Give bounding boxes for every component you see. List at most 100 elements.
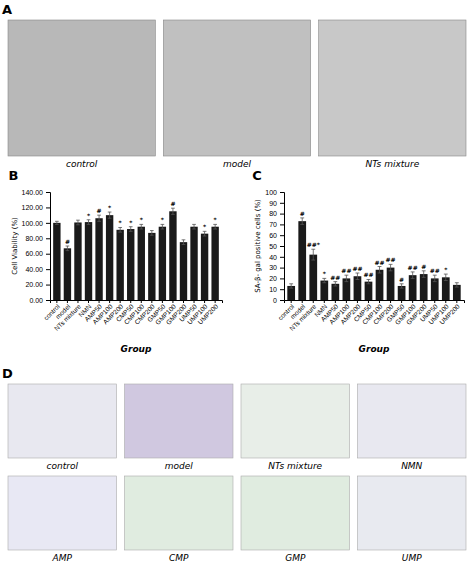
- bar: [420, 274, 428, 300]
- error-bar-cap: [55, 224, 59, 225]
- x-tick-label: UMP200: [196, 302, 219, 325]
- significance-mark: #: [399, 276, 404, 283]
- error-bar-cap: [213, 229, 217, 230]
- y-tick-mark: [280, 257, 284, 258]
- significance-mark: *: [87, 212, 91, 219]
- y-tick-mark: [280, 289, 284, 290]
- error-bar-stem: [313, 249, 314, 260]
- x-tick-mark: [412, 300, 413, 303]
- error-bar-stem: [109, 212, 110, 218]
- y-tick-mark: [46, 192, 50, 193]
- error-bar-cap: [300, 217, 304, 218]
- significance-mark: #: [300, 210, 305, 217]
- y-tick: 140.00: [22, 189, 50, 196]
- error-bar: [444, 274, 448, 280]
- image-placeholder: [319, 20, 466, 156]
- error-bar-stem: [194, 224, 195, 229]
- error-bar: [192, 224, 196, 229]
- panel: 0.0020.0040.0060.0080.00100.00120.00140.…: [9, 168, 223, 354]
- significance-mark: ##: [341, 267, 351, 274]
- bar: [159, 227, 166, 300]
- x-tick-label: NTs mixture: [288, 302, 317, 331]
- significance-mark: #: [421, 263, 426, 270]
- x-tick-mark: [324, 300, 325, 303]
- error-bar-cap: [171, 214, 175, 215]
- error-bar-cap: [311, 249, 315, 250]
- error-bar-cap: [389, 264, 393, 265]
- y-tick-mark: [280, 192, 284, 193]
- error-bar-stem: [56, 221, 57, 224]
- error-bar-cap: [322, 278, 326, 279]
- error-bar-stem: [120, 227, 121, 232]
- significance-mark: #: [170, 200, 175, 207]
- error-bar: [97, 215, 101, 221]
- y-tick-mark: [280, 278, 284, 279]
- image-placeholder: [8, 384, 117, 458]
- error-bar-stem: [88, 220, 89, 225]
- y-tick: 50: [269, 243, 284, 250]
- error-bar: [455, 283, 459, 287]
- y-tick-label: 20.00: [25, 281, 43, 288]
- error-bar-cap: [400, 283, 404, 284]
- significance-mark: #: [97, 207, 102, 214]
- error-bar-stem: [401, 284, 402, 288]
- error-bar-cap: [333, 285, 337, 286]
- error-bar: [378, 267, 382, 273]
- significance-mark: *: [161, 216, 165, 223]
- error-bar-cap: [192, 229, 196, 230]
- error-bar-cap: [411, 278, 415, 279]
- y-tick: 40: [269, 254, 284, 261]
- y-tick-mark: [280, 300, 284, 301]
- error-bar-cap: [203, 235, 207, 236]
- y-tick-label: 0.00: [29, 297, 43, 304]
- y-tick-mark: [280, 203, 284, 204]
- y-tick-label: 100: [265, 189, 277, 196]
- error-bar: [422, 271, 426, 277]
- error-bar-stem: [390, 264, 391, 270]
- error-bar-cap: [322, 282, 326, 283]
- error-bar: [344, 275, 348, 281]
- x-tick: NTs mixture: [288, 300, 317, 332]
- figure: AcontrolmodelNTs mixture0.0020.0040.0060…: [0, 0, 474, 566]
- bar: [127, 229, 134, 300]
- error-bar-cap: [87, 224, 91, 225]
- bar: [190, 227, 197, 300]
- image-placeholder: [8, 476, 117, 550]
- y-tick-mark: [46, 238, 50, 239]
- panel: AcontrolmodelNTs mixture: [2, 2, 466, 169]
- image-label: GMP: [285, 553, 306, 563]
- error-bar-cap: [422, 270, 426, 271]
- y-tick-label: 50: [269, 243, 277, 250]
- x-tick-mark: [151, 300, 152, 303]
- y-tick-label: 120.00: [22, 204, 44, 211]
- significance-mark: #: [65, 238, 70, 245]
- error-bar-cap: [400, 288, 404, 289]
- bar: [442, 277, 450, 300]
- error-bar-stem: [291, 284, 292, 288]
- error-bar-stem: [99, 215, 100, 221]
- image-placeholder: [125, 384, 234, 458]
- y-tick: 20.00: [25, 281, 50, 288]
- bar: [85, 222, 92, 300]
- error-bar: [289, 284, 293, 288]
- bar: [74, 222, 81, 300]
- y-tick: 100.00: [22, 220, 50, 227]
- error-bar-cap: [55, 221, 59, 222]
- error-bar-cap: [444, 274, 448, 275]
- image-label: CMP: [169, 553, 189, 563]
- error-bar-cap: [300, 224, 304, 225]
- y-tick-label: 100.00: [22, 220, 44, 227]
- bar: [365, 282, 373, 300]
- y-tick: 90: [269, 200, 284, 207]
- y-tick-mark: [280, 246, 284, 247]
- error-bar-stem: [346, 275, 347, 281]
- x-tick-mark: [194, 300, 195, 303]
- significance-mark: *: [119, 219, 123, 226]
- error-bar-cap: [87, 219, 91, 220]
- x-tick-mark: [183, 300, 184, 303]
- image-label: AMP: [52, 553, 73, 563]
- y-tick-label: 90: [269, 200, 277, 207]
- error-bar: [66, 246, 70, 251]
- error-bar-cap: [367, 283, 371, 284]
- x-tick-mark: [141, 300, 142, 303]
